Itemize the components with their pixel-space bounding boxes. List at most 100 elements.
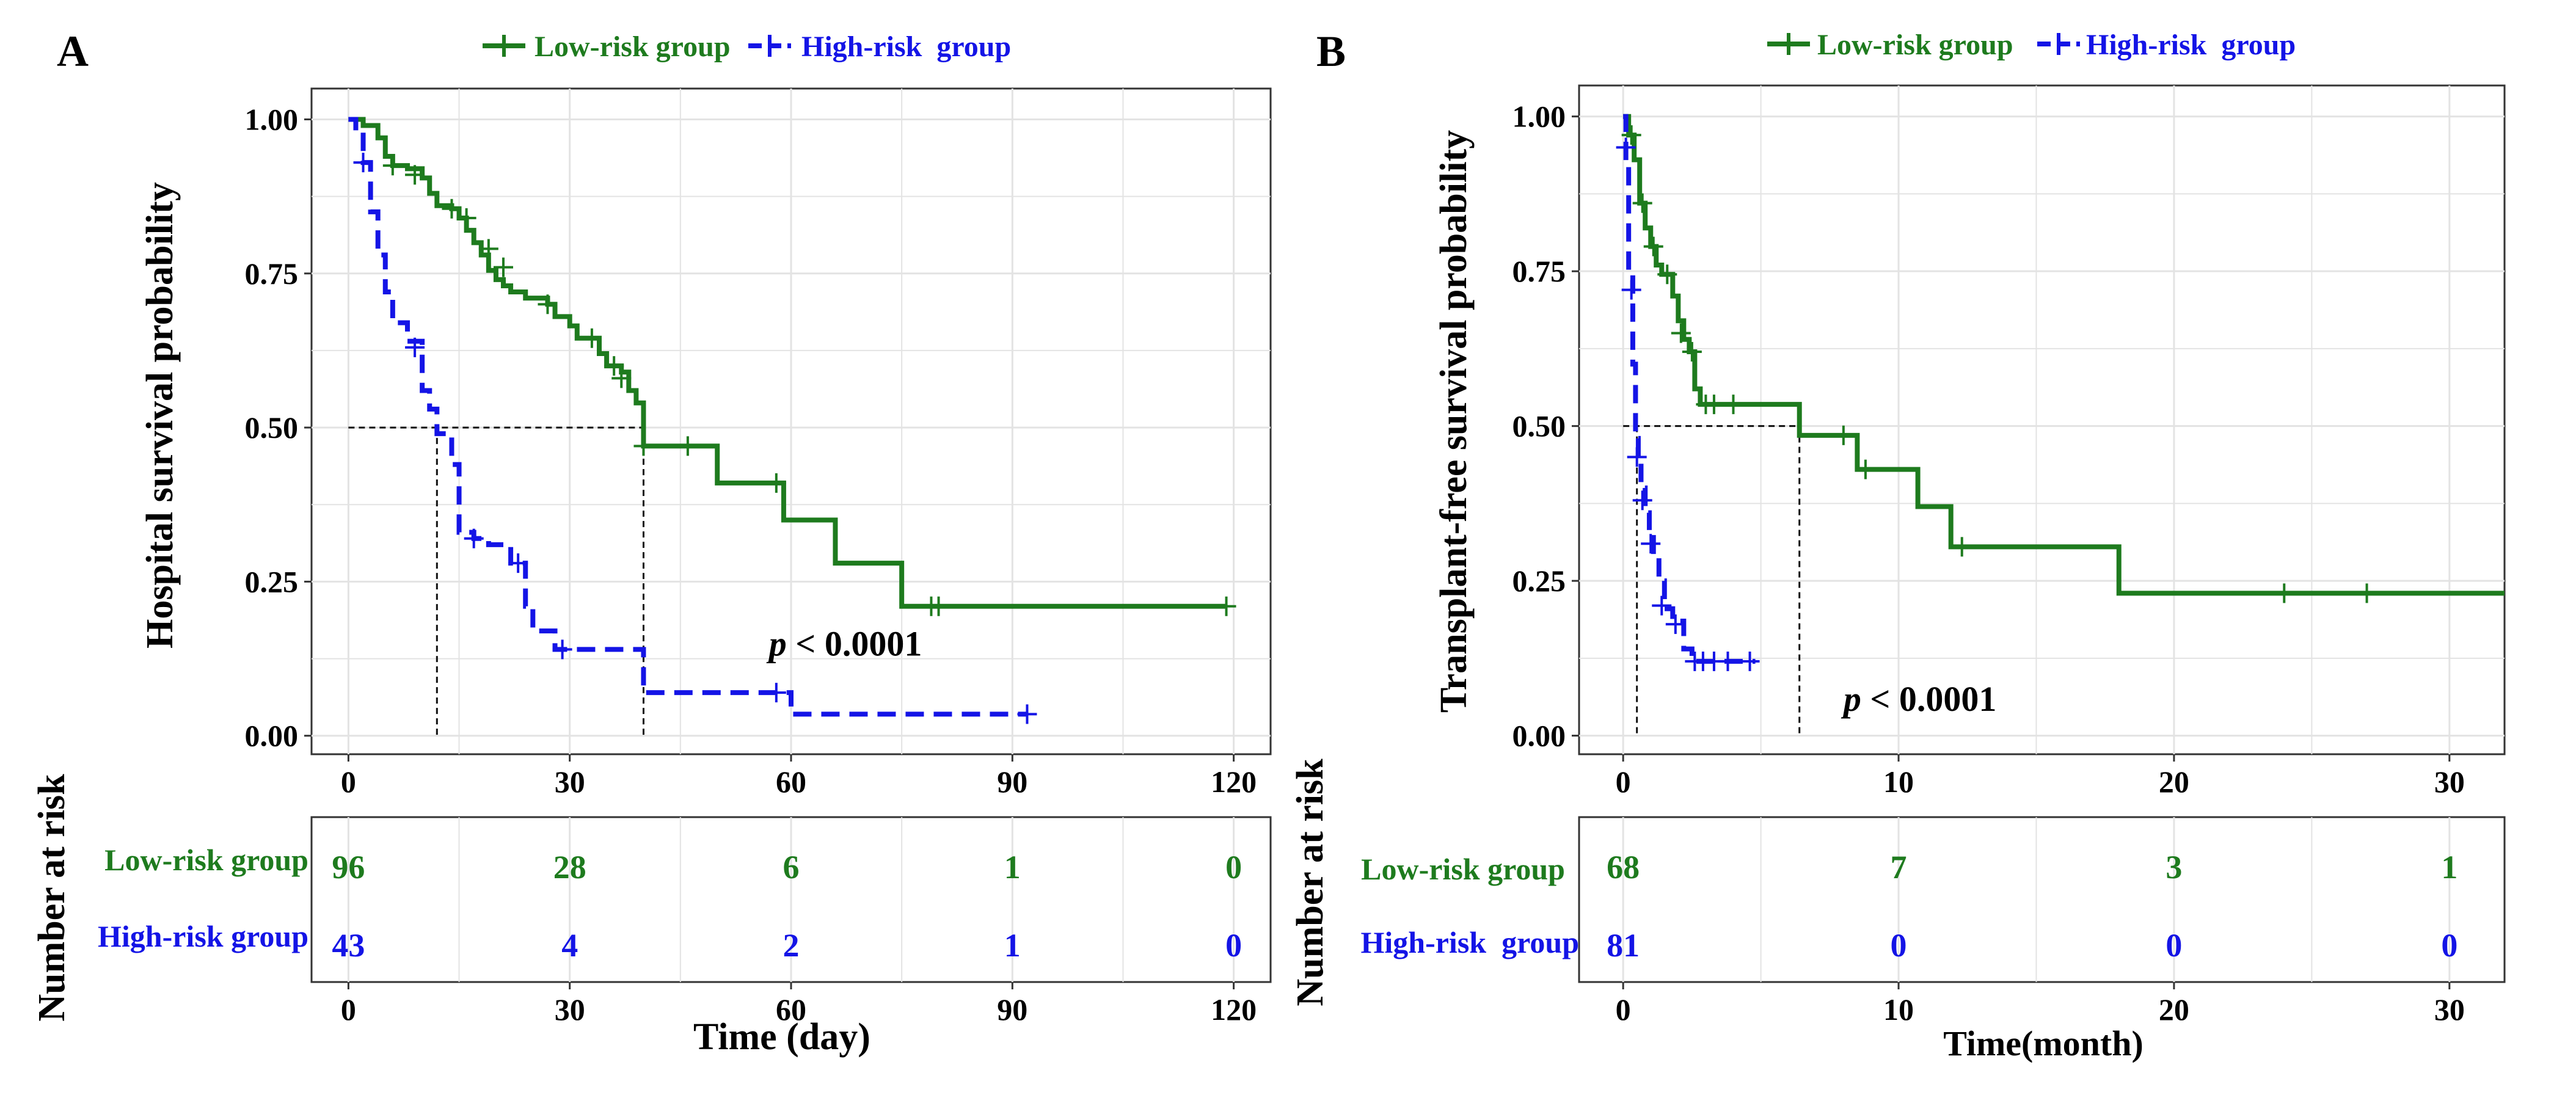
panel-b-low-censor-mark <box>1657 264 1677 285</box>
panel-b-risk-cell: 3 <box>2166 849 2182 886</box>
panel-a-risk-xtick-label: 60 <box>776 992 806 1027</box>
panel-b-low-censor-mark <box>1682 341 1702 362</box>
panel-a-low-censor-mark <box>456 208 476 228</box>
panel-b-low-censor-mark <box>2274 583 2294 603</box>
panel-b-risk-cell: 0 <box>2166 927 2182 964</box>
panel-b-risk-cell: 68 <box>1607 849 1640 886</box>
panel-b-ytick-label: 1.00 <box>1512 100 1566 134</box>
panel-b-risk-cell: 7 <box>1891 849 1907 886</box>
panel-a-high-censor-mark <box>766 683 786 703</box>
panel-b-high-censor-mark <box>1718 651 1738 671</box>
panel-a-pvalue-text: < 0.0001 <box>787 624 922 664</box>
panel-b-risk-xtick-label: 20 <box>2159 992 2189 1027</box>
panel-b-risk-cell: 0 <box>1891 927 1907 964</box>
panel-b-risk-gridlines <box>1622 817 2451 982</box>
panel-b-y-axis-label: Transplant-free survival probability <box>1433 130 1475 713</box>
panel-b-risk-row-low: Low-risk group <box>1361 852 1565 886</box>
panel-a-low-censor-mark <box>633 436 654 456</box>
panel-a-risk-xtick-label: 0 <box>341 992 356 1027</box>
panel-a-low-censor-mark <box>382 156 403 176</box>
panel-a-plot: 0.00 0.25 0.50 0.75 1.00 0 30 60 90 120 p < 0.00… <box>245 87 1272 799</box>
panel-a-xtick-label: 120 <box>1211 765 1257 799</box>
panel-a-high-censor-mark <box>552 639 572 660</box>
panel-a-curves <box>348 117 1236 724</box>
panel-b-ytick-label: 0.50 <box>1512 409 1566 443</box>
legend-low-label: Low-risk group <box>1817 29 2013 61</box>
panel-b-ytick-label: 0.00 <box>1512 719 1566 753</box>
panel-b-low-censor-mark <box>1855 459 1875 479</box>
panel-a-y-axis-label: Hospital survival probability <box>139 182 181 649</box>
panel-b-risk-xtick-label: 10 <box>1883 992 1914 1027</box>
panel-a-high-censor-mark <box>464 528 484 548</box>
panel-a-xtick-label: 30 <box>555 765 585 799</box>
panel-a-risk-x-ticks: 0 30 60 90 120 <box>341 982 1257 1027</box>
panel-b-risk-cell: 81 <box>1607 927 1640 964</box>
panel-b-low-censor-mark <box>1704 395 1724 415</box>
panel-a-ytick-label: 1.00 <box>245 102 299 136</box>
panel-b-risk-title: Number at risk <box>1290 758 1331 1006</box>
panel-b-xtick-label: 10 <box>1883 765 1914 799</box>
panel-b-risk-xtick-label: 0 <box>1616 992 1631 1027</box>
panel-b-low-censor-mark <box>1643 236 1663 256</box>
panel-b-risk-cells: 68 7 3 1 81 0 0 0 <box>1607 849 2457 964</box>
panel-a-low-risk-curve <box>348 117 1227 609</box>
legend-low-label: Low-risk group <box>535 31 731 63</box>
panel-a-low-censor-mark <box>677 436 698 456</box>
panel-a-low-censor-mark <box>442 198 462 219</box>
panel-a-high-censor-mark <box>405 337 425 357</box>
panel-b-ytick-label: 0.25 <box>1512 564 1566 598</box>
panel-b: B Low-risk group High-risk group Transpl… <box>1290 27 2506 1063</box>
panel-a-low-censor-mark <box>494 257 513 277</box>
panel-a-high-censor-mark <box>508 553 528 573</box>
panel-a-legend: Low-risk group High-risk group <box>483 31 1011 63</box>
panel-a-risk-cells: 96 28 6 1 0 43 4 2 1 0 <box>332 849 1242 964</box>
panel-a-risk-xtick-label: 30 <box>555 992 585 1027</box>
panel-a-low-censor-mark <box>1216 596 1236 616</box>
panel-a-xtick-label: 60 <box>776 765 806 799</box>
panel-b-x-ticks: 0 10 20 30 <box>1616 754 2465 799</box>
panel-a-risk-cell: 96 <box>332 849 365 886</box>
panel-a-risk-cell: 1 <box>1004 927 1021 964</box>
panel-b-risk-frame <box>1578 816 2506 983</box>
panel-b-low-censor-mark <box>1723 395 1743 415</box>
panel-b-x-axis-label: Time(month) <box>1943 1024 2144 1063</box>
panel-a-y-ticks: 0.00 0.25 0.50 0.75 1.00 <box>245 102 312 753</box>
panel-a-risk-row-high: High-risk group <box>98 919 308 953</box>
panel-b-high-censor-mark <box>1652 595 1672 616</box>
panel-a-gridlines <box>312 89 1271 754</box>
panel-a-high-censor-mark <box>353 153 373 173</box>
panel-b-label: B <box>1316 27 1346 76</box>
panel-b-plot-frame <box>1578 84 2506 755</box>
panel-a-risk-cell: 2 <box>783 927 800 964</box>
panel-a-high-risk-curve <box>348 117 1027 717</box>
panel-a-ytick-label: 0.25 <box>245 564 299 598</box>
panel-b-high-censor-mark <box>1632 490 1652 511</box>
panel-a-risk-title: Number at risk <box>31 774 73 1022</box>
panel-a-label: A <box>57 27 89 76</box>
panel-b-low-censor-mark <box>1671 323 1691 343</box>
panel-b-pvalue: p < 0.0001 <box>1841 679 1997 719</box>
panel-b-risk-table: Low-risk group High-risk group 68 7 3 181 0 0… <box>1361 816 2506 1027</box>
panel-b-low-censor-mark <box>1632 193 1652 213</box>
panel-a-risk-table: Low-risk group High-risk group 96 28 6 1 043… <box>98 816 1272 1027</box>
panel-a-risk-row-low: Low-risk group <box>104 843 308 877</box>
panel-a-risk-xtick-label: 90 <box>997 992 1027 1027</box>
panel-a-risk-cell: 1 <box>1004 849 1021 886</box>
panel-b-xtick-label: 0 <box>1616 765 1631 799</box>
panel-b-risk-cell: 0 <box>2441 927 2457 964</box>
panel-b-risk-xtick-label: 30 <box>2434 992 2465 1027</box>
legend-high-label: High-risk group <box>2086 29 2296 61</box>
panel-a-ytick-label: 0.75 <box>245 256 299 291</box>
panel-b-ytick-label: 0.75 <box>1512 254 1566 288</box>
panel-b-high-censor-mark <box>1665 614 1685 635</box>
panel-a-risk-cell: 0 <box>1225 927 1242 964</box>
panel-b-low-censor-mark <box>1621 125 1641 145</box>
panel-b-legend: Low-risk group High-risk group <box>1767 29 2296 61</box>
panel-b-low-censor-mark <box>1952 537 1972 557</box>
panel-b-curves <box>1616 114 2505 671</box>
panel-a-risk-cell: 0 <box>1225 849 1242 886</box>
panel-b-high-censor-mark <box>1740 651 1760 671</box>
panel-a-low-censor-mark <box>538 294 558 315</box>
panel-b-low-censor-mark <box>1833 425 1853 445</box>
